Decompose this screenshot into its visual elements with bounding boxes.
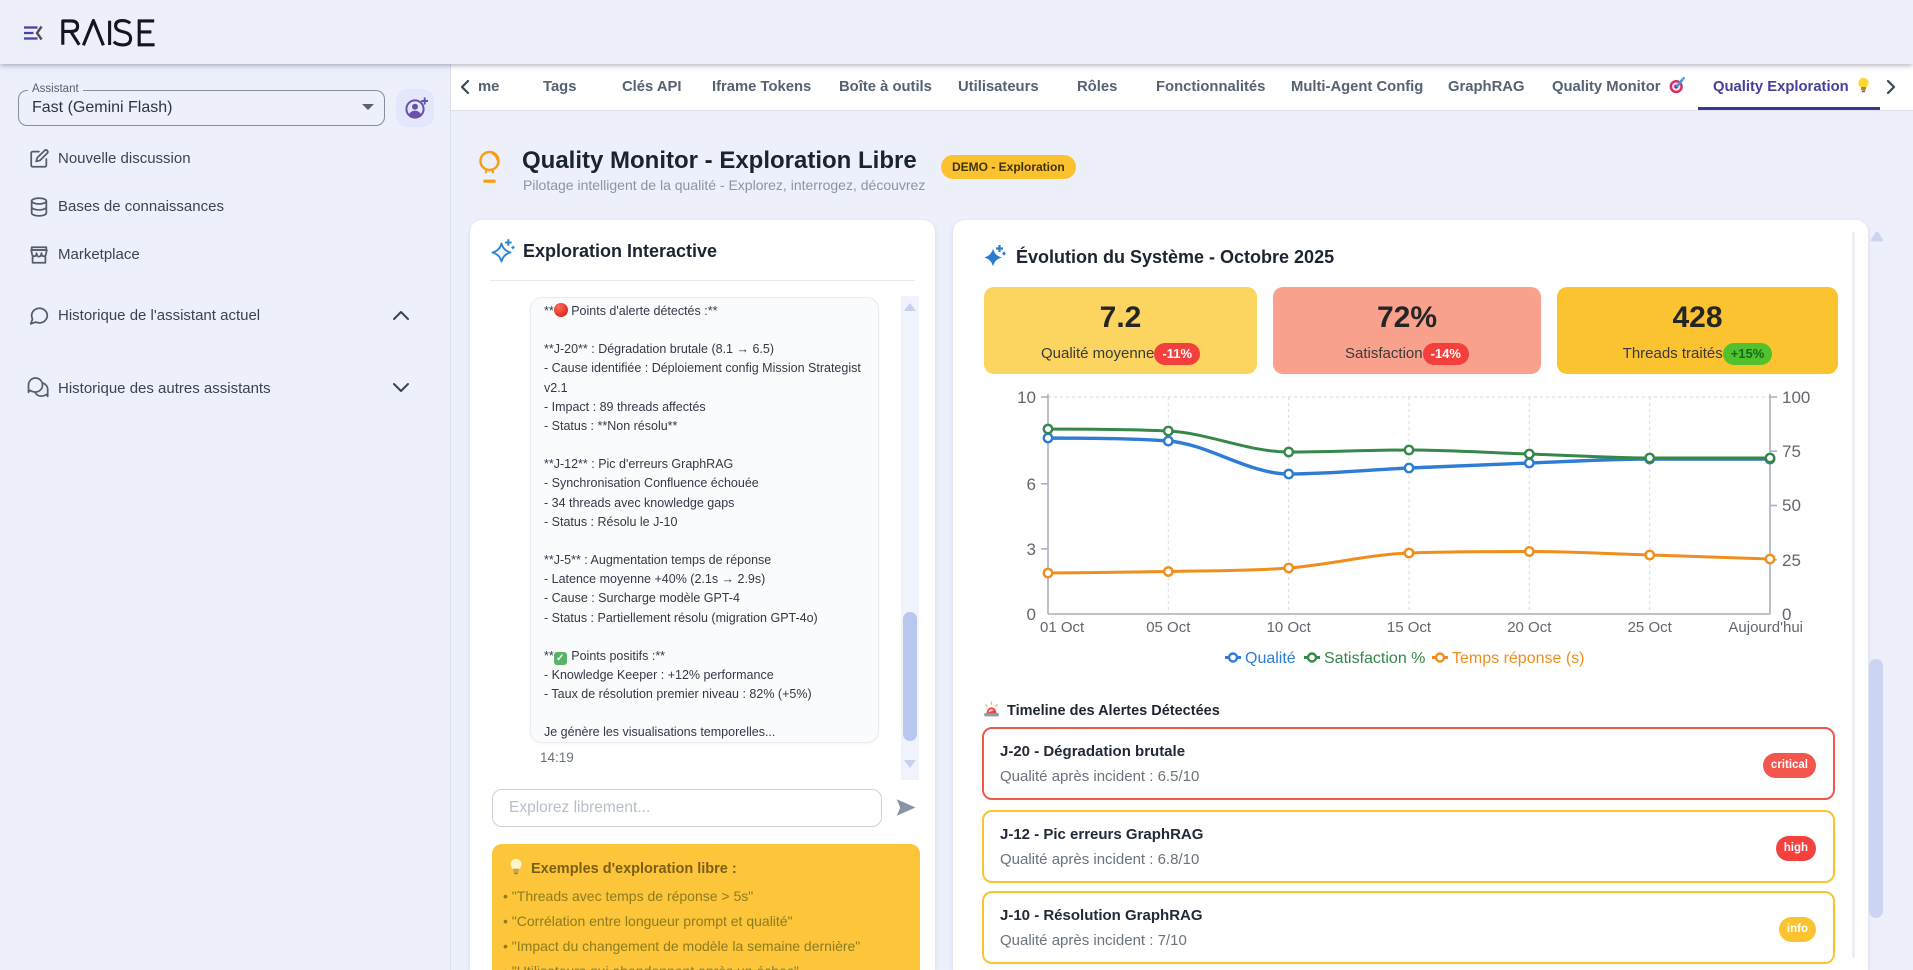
svg-text:05 Oct: 05 Oct <box>1146 619 1191 636</box>
svg-text:0: 0 <box>1027 605 1036 624</box>
svg-text:75: 75 <box>1782 442 1801 461</box>
svg-text:100: 100 <box>1782 390 1810 407</box>
svg-text:Satisfaction %: Satisfaction % <box>1324 650 1425 667</box>
svg-text:0: 0 <box>1782 605 1791 624</box>
svg-text:25: 25 <box>1782 551 1801 570</box>
svg-text:10: 10 <box>1017 390 1036 407</box>
svg-text:15 Oct: 15 Oct <box>1387 619 1432 636</box>
svg-text:Aujourd'hui: Aujourd'hui <box>1728 619 1803 636</box>
svg-text:10 Oct: 10 Oct <box>1267 619 1312 636</box>
svg-text:6: 6 <box>1027 475 1036 494</box>
svg-text:25 Oct: 25 Oct <box>1628 619 1673 636</box>
svg-text:Qualité: Qualité <box>1245 650 1296 667</box>
svg-text:Temps réponse (s): Temps réponse (s) <box>1452 650 1585 667</box>
svg-text:01 Oct: 01 Oct <box>1040 619 1085 636</box>
svg-text:20 Oct: 20 Oct <box>1507 619 1552 636</box>
svg-text:50: 50 <box>1782 496 1801 515</box>
svg-text:3: 3 <box>1027 540 1036 559</box>
